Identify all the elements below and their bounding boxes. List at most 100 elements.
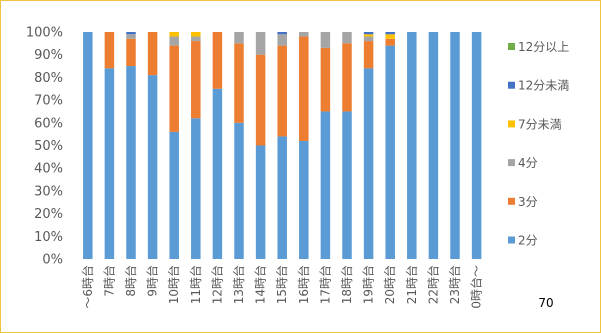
x-category-label: 19時台 [361,265,376,304]
bar-segment [191,118,201,259]
x-category-label: 11時台 [188,265,203,304]
x-category-label: 21時台 [404,265,419,304]
y-tick-label: 10% [34,230,63,245]
y-tick-label: 50% [34,139,63,154]
bar-segment [277,136,287,259]
bar-segment [320,32,331,48]
bar-segment [320,111,331,259]
bar-segment [169,45,179,132]
x-category-label: 23時台 [447,265,462,304]
bar-segment [320,47,331,112]
legend-label: 2分 [518,234,538,248]
bar-segment [407,32,417,259]
bar-segment [212,88,223,259]
bar-segment [450,32,460,259]
bar-segment [385,45,395,260]
bar-segment [191,36,201,42]
bar-segment [255,145,266,259]
legend-label: 4分 [518,156,538,170]
legend-label: 3分 [518,195,538,209]
bar-segment [169,131,179,259]
bar-segment [169,32,179,37]
x-category-label: 9時台 [145,265,160,297]
y-tick-label: 80% [34,71,63,86]
x-category-label: 22時台 [425,265,440,304]
bar-segment [234,43,244,123]
x-category-label: 14時台 [253,265,268,304]
x-category-label: 20時台 [382,265,397,304]
legend: 12分以上 12分未満 7分未満 4分 3分 2分 [508,40,569,248]
x-category-label: 0時台～ [469,265,484,309]
page-number: 70 [538,296,553,310]
bar-segment [299,36,309,141]
bar-segment [234,122,244,259]
bar-segment [104,32,115,69]
bar-segment [385,32,395,35]
x-category-label: 15時台 [274,265,289,304]
plot-area [83,32,482,260]
y-tick-label: 30% [34,184,63,199]
bar-segment [342,32,352,44]
bar-segment [83,32,93,259]
x-category-label: ～6時台 [80,265,95,309]
legend-label: 7分未満 [518,117,562,131]
legend-swatch [508,236,515,244]
bar-segment [126,66,136,259]
bar-segment [126,32,136,35]
bar-segment [191,41,201,119]
bar-segment [234,32,244,44]
bar-segment [277,45,287,137]
bar-segment [299,32,309,37]
y-tick-label: 0% [42,253,63,268]
legend-label: 12分未満 [518,79,569,93]
x-category-label: 18時台 [339,265,354,304]
bar-segment [212,32,223,89]
x-category-label: 7時台 [101,265,116,297]
bar-segment [126,38,136,67]
bar-segment [428,32,439,259]
x-category-label: 13時台 [231,265,246,304]
bar-segment [147,75,158,259]
y-tick-label: 90% [34,48,63,63]
bar-segment [277,32,287,35]
x-category-label: 10時台 [166,265,181,304]
y-tick-label: 40% [34,162,63,177]
bar-segment [385,34,395,39]
bar-segment [342,111,352,259]
x-axis: ～6時台 7時台 8時台 9時台 10時台 11時台 12時台 13時台 14時台 15時台 16時… [80,265,484,309]
legend-swatch [508,43,515,50]
bar-segment [126,34,136,39]
x-category-label: 8時台 [123,265,138,297]
bar-segment [255,32,266,55]
x-category-label: 17時台 [317,265,332,304]
legend-label: 12分以上 [518,40,569,54]
bar-segment [255,54,266,146]
bar-segment [363,36,374,42]
bar-segment [385,38,395,46]
bar-segment [363,32,374,35]
y-axis: 0% 10% 20% 30% 40% 50% 60% 70% 80% 90% 100% [26,26,63,268]
legend-swatch [508,197,515,205]
bar-segment [363,34,374,37]
bar-segment [342,43,352,112]
bar-segment [471,32,482,259]
bar-segment [363,68,374,259]
bar-segment [191,32,201,37]
legend-swatch [508,81,515,89]
y-tick-label: 60% [34,116,63,131]
legend-swatch [508,159,515,167]
legend-swatch [508,120,515,128]
x-category-label: 16時台 [296,265,311,304]
y-tick-label: 70% [34,94,63,109]
x-category-label: 12時台 [209,265,224,304]
bar-segment [169,36,179,46]
bar-segment [147,32,158,76]
bar-segment [299,140,309,259]
bar-segment [363,41,374,69]
y-tick-label: 100% [26,26,63,41]
y-tick-label: 20% [34,207,63,222]
bar-segment [104,68,115,259]
bar-segment [277,34,287,46]
